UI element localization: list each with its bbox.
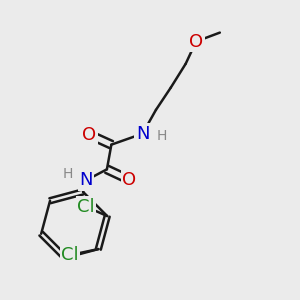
Text: Cl: Cl	[61, 246, 79, 264]
Text: H: H	[157, 129, 167, 143]
Text: N: N	[136, 125, 149, 143]
Text: O: O	[82, 125, 96, 143]
Text: Cl: Cl	[77, 197, 94, 215]
Text: O: O	[189, 32, 203, 50]
Text: N: N	[79, 171, 93, 189]
Text: O: O	[122, 171, 136, 189]
Text: H: H	[62, 167, 73, 181]
